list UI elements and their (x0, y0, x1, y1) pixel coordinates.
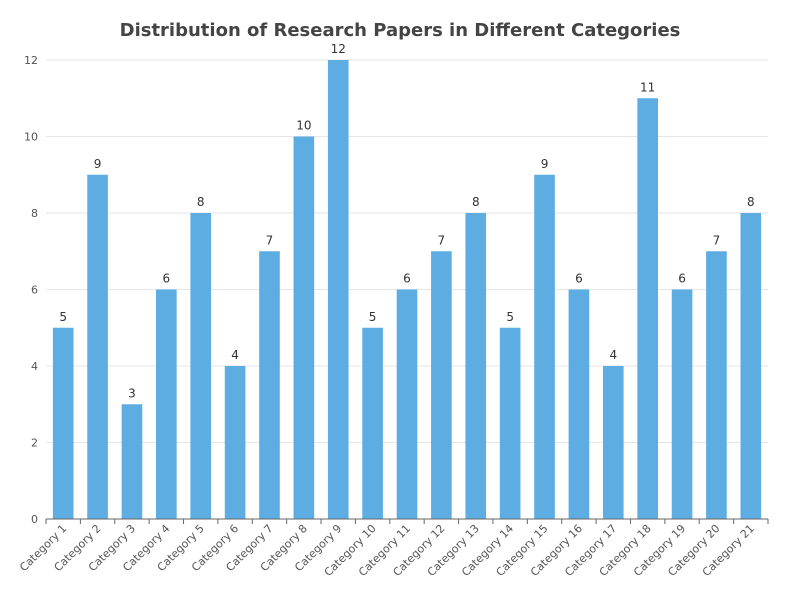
bar (431, 251, 452, 519)
y-tick-label: 0 (31, 513, 38, 526)
bar (568, 289, 590, 519)
data-label: 7 (713, 233, 721, 247)
bar (121, 404, 143, 519)
bar (362, 327, 383, 519)
bar (293, 136, 315, 519)
data-label: 12 (331, 42, 346, 56)
bar (671, 289, 693, 519)
y-axis: 0 2 4 6 8 10 12 (24, 54, 38, 526)
data-label: 4 (231, 348, 239, 362)
data-label: 8 (197, 195, 205, 209)
data-label: 5 (369, 310, 377, 324)
data-labels: 5 9 3 6 8 4 7 10 12 5 6 7 8 5 9 6 4 11 6 7 8 (59, 42, 754, 400)
data-label: 7 (438, 233, 446, 247)
y-tick-label: 6 (31, 284, 38, 297)
y-tick-label: 10 (24, 131, 38, 144)
bar (396, 289, 418, 519)
data-label: 9 (94, 157, 102, 171)
bar (259, 251, 280, 519)
bar (602, 366, 624, 519)
data-label: 6 (163, 272, 171, 286)
data-label: 9 (541, 157, 549, 171)
y-tick-label: 2 (31, 437, 38, 450)
data-label: 3 (128, 386, 136, 400)
bar (156, 289, 177, 519)
bar (706, 251, 727, 519)
bar (499, 327, 521, 519)
bar (87, 174, 108, 519)
data-label: 11 (640, 80, 655, 94)
bar (52, 327, 74, 519)
data-label: 8 (472, 195, 480, 209)
bar (534, 174, 555, 519)
y-tick-label: 12 (24, 54, 38, 67)
bar (637, 98, 658, 519)
data-label: 5 (506, 310, 514, 324)
chart-title: Distribution of Research Papers in Diffe… (119, 20, 681, 41)
y-tick-label: 8 (31, 207, 38, 220)
y-tick-label: 4 (31, 360, 38, 373)
data-label: 6 (403, 272, 411, 286)
bar (465, 213, 487, 519)
data-label: 5 (59, 310, 67, 324)
bar (327, 60, 349, 519)
bar (224, 366, 246, 519)
bar (190, 213, 212, 519)
data-label: 7 (266, 233, 274, 247)
data-label: 8 (747, 195, 755, 209)
data-label: 6 (678, 272, 686, 286)
data-label: 10 (296, 119, 311, 133)
bars (52, 60, 762, 519)
data-label: 4 (609, 348, 617, 362)
bar (740, 213, 762, 519)
data-label: 6 (575, 272, 583, 286)
